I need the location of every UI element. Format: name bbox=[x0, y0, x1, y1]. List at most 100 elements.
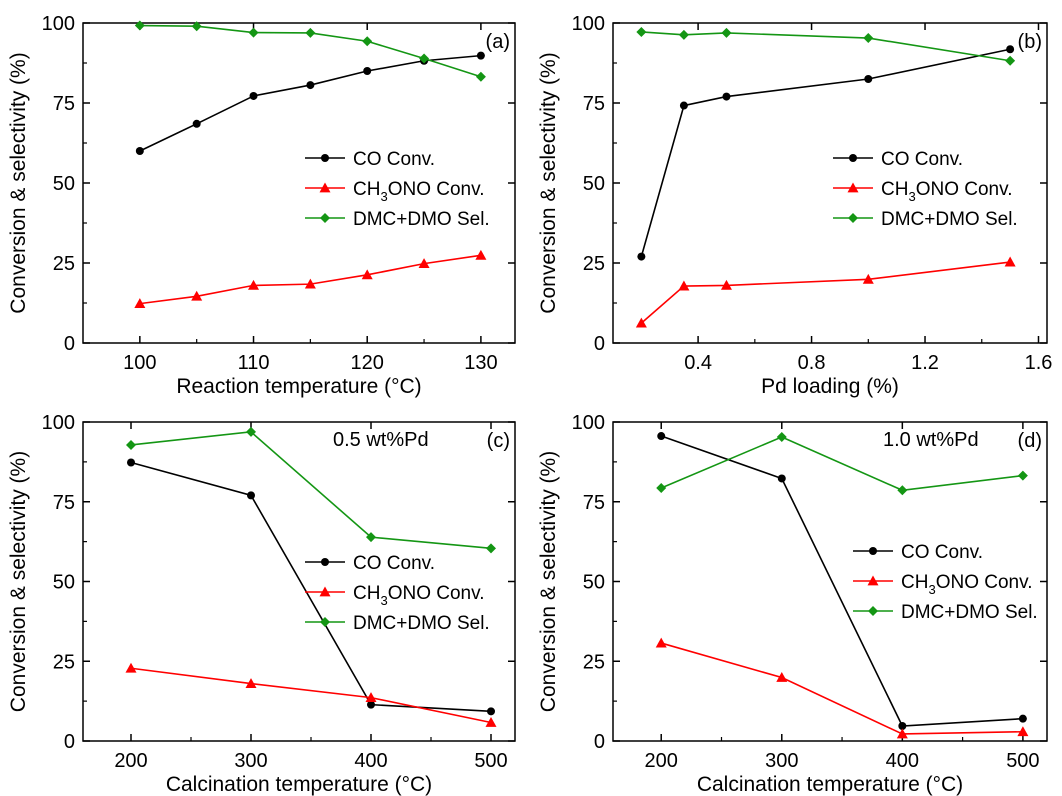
data-point bbox=[678, 29, 689, 40]
y-tick-label: 50 bbox=[583, 173, 605, 195]
y-tick-label: 50 bbox=[583, 572, 605, 594]
legend-entry: DMC+DMO Sel. bbox=[353, 613, 490, 634]
legend-entry: CO Conv. bbox=[881, 149, 963, 170]
panel-label: (b) bbox=[1018, 31, 1042, 53]
data-point bbox=[367, 700, 375, 709]
y-tick-label: 0 bbox=[594, 731, 605, 753]
data-point bbox=[635, 317, 647, 328]
data-point bbox=[1005, 55, 1016, 66]
data-point bbox=[1004, 256, 1016, 267]
series-2 bbox=[655, 637, 1029, 739]
series-line bbox=[661, 642, 1023, 735]
legend-marker bbox=[320, 617, 330, 627]
x-tick-label: 110 bbox=[238, 352, 270, 374]
series-line bbox=[640, 261, 1011, 324]
legend: CO Conv. CH3ONO Conv. DMC+DMO Sel. bbox=[853, 542, 1038, 623]
data-point bbox=[776, 672, 788, 682]
data-point bbox=[1017, 470, 1028, 481]
series-3 bbox=[636, 26, 1016, 66]
data-point bbox=[365, 692, 377, 703]
chart-panel-3: 200 300 400 500 0 25 50 75 100 Calcination temper… bbox=[7, 412, 516, 796]
series-line bbox=[130, 461, 492, 713]
y-tick-label: 0 bbox=[594, 333, 605, 355]
x-axis-label: Calcination temperature (°C) bbox=[697, 773, 963, 796]
series-2 bbox=[125, 662, 497, 727]
panel-label: (c) bbox=[487, 430, 510, 452]
data-point bbox=[897, 485, 908, 496]
data-point bbox=[192, 119, 201, 128]
series-1 bbox=[657, 432, 1027, 731]
data-point bbox=[366, 532, 376, 543]
legend-marker bbox=[848, 213, 858, 223]
x-axis-label: Reaction temperature (°C) bbox=[176, 375, 421, 398]
data-point bbox=[305, 27, 316, 38]
data-point bbox=[306, 81, 315, 90]
chart-panel-1: 100 110 120 130 0 25 50 75 100 Reaction temperatu… bbox=[7, 13, 516, 398]
y-tick-label: 25 bbox=[53, 651, 75, 673]
data-point bbox=[1017, 726, 1029, 737]
data-point bbox=[637, 252, 646, 261]
series-1 bbox=[127, 458, 495, 716]
legend-entry: CO Conv. bbox=[353, 553, 435, 574]
data-point bbox=[191, 21, 202, 32]
series-line bbox=[130, 667, 492, 724]
y-axis-label: Conversion & selectivity (%) bbox=[537, 52, 560, 313]
legend-entry: CO Conv. bbox=[353, 149, 435, 170]
legend-text-main: CH bbox=[353, 583, 380, 604]
legend-marker bbox=[321, 154, 329, 162]
series-line bbox=[130, 431, 492, 550]
legend-subscript: 3 bbox=[380, 189, 387, 204]
x-tick-label: 1.2 bbox=[911, 352, 939, 374]
legend-marker bbox=[321, 558, 329, 566]
y-tick-label: 75 bbox=[53, 492, 75, 514]
legend-marker bbox=[319, 182, 331, 193]
series-line bbox=[641, 31, 1011, 62]
data-point bbox=[361, 269, 373, 280]
data-point bbox=[679, 101, 688, 110]
y-tick-label: 25 bbox=[583, 253, 605, 275]
data-point bbox=[863, 33, 874, 44]
data-point bbox=[249, 91, 258, 100]
x-tick-label: 100 bbox=[123, 352, 156, 374]
data-point bbox=[418, 258, 430, 269]
data-point bbox=[720, 279, 732, 290]
data-point bbox=[485, 716, 497, 727]
y-tick-label: 0 bbox=[64, 333, 75, 355]
y-tick-label: 0 bbox=[64, 731, 75, 753]
y-tick-label: 100 bbox=[572, 13, 605, 35]
x-tick-label: 400 bbox=[354, 750, 387, 772]
data-point bbox=[486, 543, 496, 554]
legend-subscript: 3 bbox=[908, 189, 915, 204]
legend-subscript: 3 bbox=[928, 582, 935, 597]
x-tick-label: 0.8 bbox=[798, 352, 826, 374]
data-point bbox=[125, 662, 137, 673]
series-3 bbox=[126, 426, 496, 554]
y-axis-label: Conversion & selectivity (%) bbox=[7, 451, 30, 712]
x-axis-label: Pd loading (%) bbox=[761, 375, 899, 398]
data-point bbox=[247, 491, 255, 500]
data-point bbox=[777, 474, 786, 483]
data-point bbox=[127, 458, 135, 467]
data-point bbox=[864, 75, 873, 83]
y-tick-label: 50 bbox=[53, 173, 75, 195]
legend-marker bbox=[869, 547, 877, 555]
legend-text-rest: ONO Conv. bbox=[388, 179, 485, 200]
data-point bbox=[898, 722, 907, 731]
legend: CO Conv. CH3ONO Conv. DMC+DMO Sel. bbox=[833, 149, 1018, 230]
x-tick-label: 200 bbox=[114, 750, 147, 772]
series-1 bbox=[135, 51, 485, 155]
data-point bbox=[487, 707, 495, 716]
series-1 bbox=[637, 45, 1015, 261]
data-point bbox=[862, 273, 874, 284]
legend-entry: CO Conv. bbox=[901, 542, 983, 563]
legend-text-rest: ONO Conv. bbox=[916, 179, 1013, 200]
data-point bbox=[655, 637, 667, 648]
legend-text-main: CH bbox=[881, 179, 908, 200]
series-line bbox=[660, 435, 1023, 727]
legend-marker bbox=[847, 182, 859, 193]
y-axis-label: Conversion & selectivity (%) bbox=[7, 52, 30, 313]
legend-entry: DMC+DMO Sel. bbox=[353, 209, 490, 230]
data-point bbox=[721, 27, 732, 38]
x-tick-label: 120 bbox=[351, 352, 384, 374]
